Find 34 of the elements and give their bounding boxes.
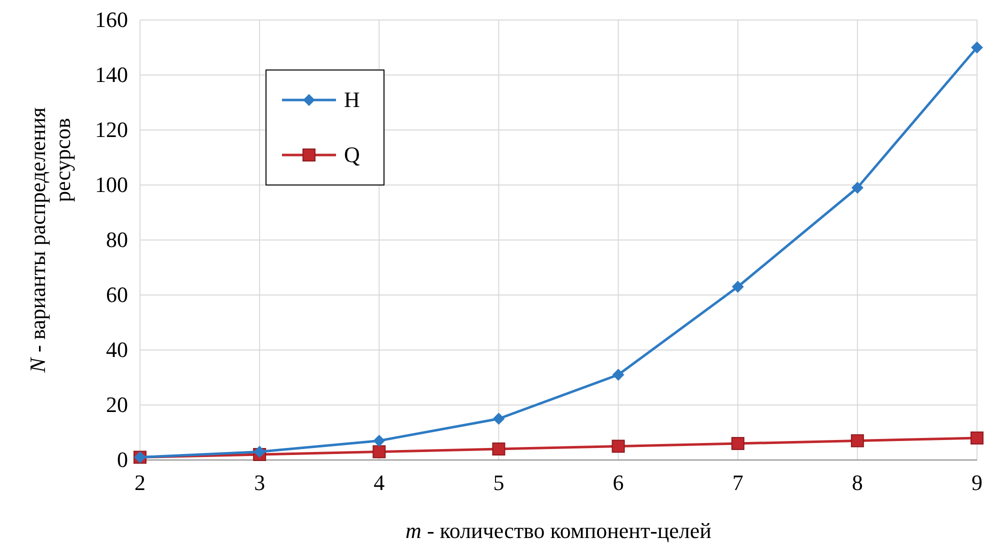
x-tick-label: 4	[374, 470, 385, 495]
x-tick-label: 2	[134, 470, 146, 495]
y-axis-title: N - варианты распределения ресурсов	[25, 107, 75, 374]
point	[612, 440, 625, 453]
y-tick-label: 140	[95, 62, 128, 87]
x-tick-label: 5	[493, 470, 504, 495]
x-tick-label: 8	[852, 470, 863, 495]
y-tick-label: 60	[106, 282, 128, 307]
point	[851, 182, 864, 194]
point	[492, 442, 506, 456]
point	[971, 42, 983, 54]
point	[492, 412, 505, 425]
point	[254, 446, 266, 458]
x-tick-label: 3	[254, 470, 266, 495]
y-tick-label: 160	[95, 7, 128, 32]
x-tick-label: 9	[972, 470, 982, 495]
point	[731, 437, 744, 450]
point	[373, 434, 386, 447]
y-tick-label: 0	[117, 447, 128, 472]
y-tick-label: 20	[106, 392, 128, 417]
point	[970, 432, 984, 444]
y-tick-label: 100	[95, 172, 128, 197]
point	[612, 368, 624, 381]
legend-label: H	[344, 87, 360, 112]
x-tick-label: 7	[732, 470, 744, 495]
legend-label: Q	[344, 142, 360, 167]
point	[732, 280, 744, 293]
y-tick-label: 80	[106, 227, 128, 252]
point	[850, 434, 864, 448]
x-axis-title: m - количество компонент-целей	[406, 518, 712, 543]
y-tick-label: 40	[106, 337, 128, 362]
y-tick-label: 120	[95, 117, 128, 142]
point	[372, 445, 386, 458]
x-tick-label: 6	[612, 470, 624, 495]
